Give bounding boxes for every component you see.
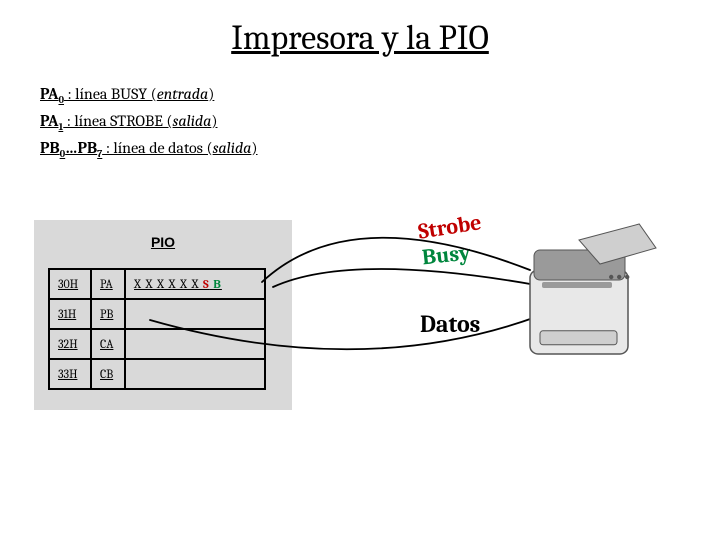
reg-cell: PA	[91, 269, 125, 299]
table-row: 31H PB	[49, 299, 265, 329]
val-cell: X X X X X X S B	[125, 269, 265, 299]
val-cell	[125, 299, 265, 329]
def-pb: PB0…PB7 : línea de datos (salida)	[40, 136, 258, 163]
page-title: Impresora y la PIO	[0, 18, 720, 58]
strobe-label: Strobe	[416, 209, 483, 245]
addr-cell: 30H	[49, 269, 91, 299]
table-row: 32H CA	[49, 329, 265, 359]
table-row: 30H PA X X X X X X S B	[49, 269, 265, 299]
pio-table-title: PIO	[34, 234, 292, 250]
addr-cell: 33H	[49, 359, 91, 389]
def-pa1: PA1 : línea STROBE (salida)	[40, 109, 258, 136]
reg-cell: CA	[91, 329, 125, 359]
reg-cell: CB	[91, 359, 125, 389]
val-cell	[125, 329, 265, 359]
addr-cell: 32H	[49, 329, 91, 359]
addr-cell: 31H	[49, 299, 91, 329]
table-row: 33H CB	[49, 359, 265, 389]
pio-register-table: 30H PA X X X X X X S B 31H PB 32H CA 33H…	[48, 268, 266, 390]
busy-label: Busy	[421, 240, 472, 271]
val-cell	[125, 359, 265, 389]
datos-label: Datos	[420, 310, 480, 338]
signal-definitions: PA0 : línea BUSY (entrada) PA1 : línea S…	[40, 82, 258, 162]
def-pa0: PA0 : línea BUSY (entrada)	[40, 82, 258, 109]
reg-cell: PB	[91, 299, 125, 329]
